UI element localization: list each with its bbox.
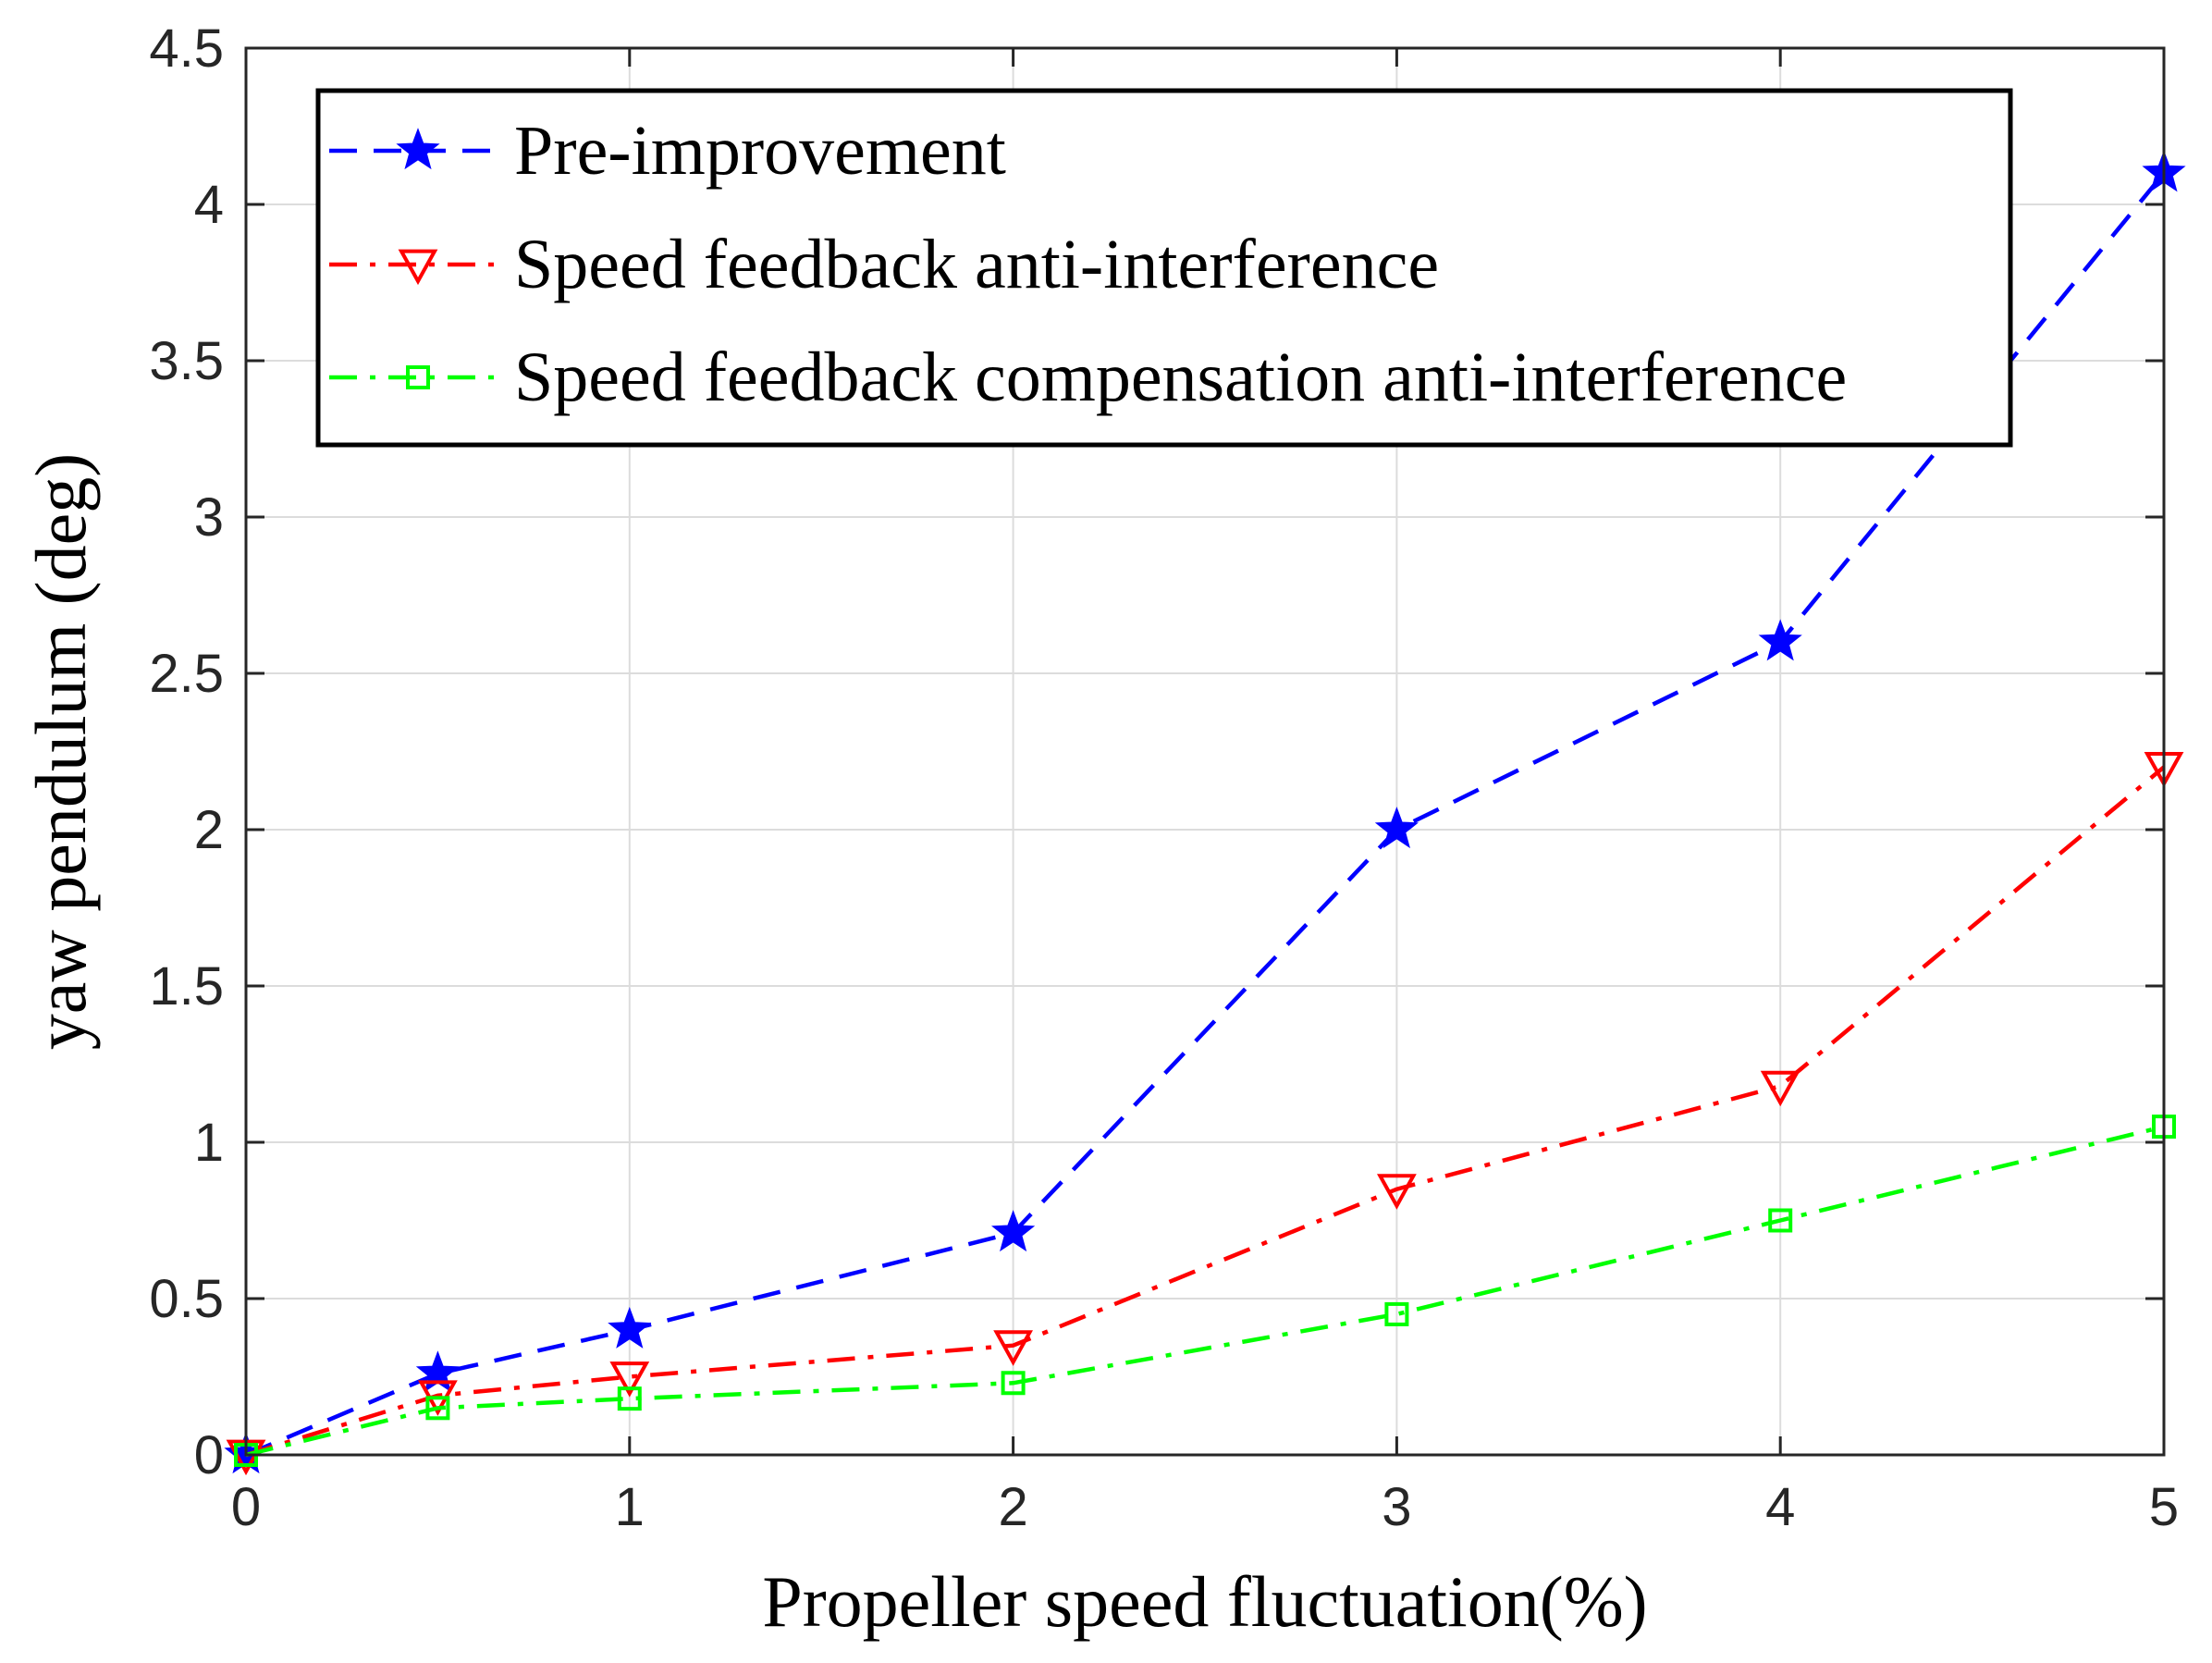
series-line	[245, 1124, 2165, 1458]
data-point	[1768, 1208, 1793, 1233]
series-layer	[224, 150, 2186, 1476]
y-tick-label: 1	[194, 1113, 224, 1173]
legend-marker	[398, 249, 438, 286]
x-tick-label: 2	[998, 1477, 1027, 1537]
x-tick-label: 0	[231, 1477, 261, 1537]
data-point	[1760, 1070, 1800, 1107]
x-tick-label: 3	[1382, 1477, 1411, 1537]
legend: Pre-improvement Speed feedback anti-inter…	[315, 88, 2013, 448]
legend-box	[315, 88, 2013, 448]
legend-entry: Pre-improvement	[329, 112, 1006, 190]
y-tick-label: 3.5	[149, 331, 224, 391]
x-tick-label: 5	[2149, 1477, 2179, 1537]
x-tick-label: 1	[615, 1477, 645, 1537]
y-tick-label: 0	[194, 1425, 224, 1485]
tick-labels: 0 1 2 3 4 5 0 0.5 1 1.5 2 2.5 3 3.5 4 4.5	[149, 18, 2179, 1537]
legend-entry: Speed feedback compensation anti-interfe…	[329, 339, 1847, 416]
y-tick-label: 0.5	[149, 1269, 224, 1329]
y-tick-label: 4.5	[149, 18, 224, 79]
data-point	[1758, 619, 1802, 661]
legend-entry: Speed feedback anti-interference	[329, 226, 1439, 303]
data-point	[609, 1361, 650, 1398]
y-tick-label: 2	[194, 800, 224, 860]
y-tick-label: 3	[194, 487, 224, 548]
y-tick-label: 4	[194, 175, 224, 235]
data-point	[608, 1306, 652, 1349]
x-axis-title: Propeller speed fluctuation(%)	[762, 1561, 1647, 1642]
data-point	[1001, 1371, 1026, 1396]
legend-marker	[406, 365, 430, 389]
data-point	[1377, 1174, 1417, 1210]
data-point	[993, 1330, 1033, 1366]
legend-label: Speed feedback compensation anti-interfe…	[514, 339, 1847, 416]
x-tick-label: 4	[1765, 1477, 1795, 1537]
plot-frame	[244, 46, 2166, 1457]
data-point	[1374, 807, 1419, 849]
legend-label: Pre-improvement	[514, 112, 1006, 190]
data-point	[1384, 1301, 1409, 1326]
series-line	[245, 765, 2166, 1458]
y-axis-title: yaw pendulum (deg)	[20, 453, 101, 1050]
data-point	[425, 1396, 450, 1421]
legend-label: Speed feedback anti-interference	[514, 226, 1439, 303]
legend-marker	[396, 128, 440, 170]
data-point	[617, 1386, 642, 1411]
y-tick-label: 1.5	[149, 956, 224, 1016]
y-tick-label: 2.5	[149, 644, 224, 704]
data-point	[991, 1210, 1036, 1252]
